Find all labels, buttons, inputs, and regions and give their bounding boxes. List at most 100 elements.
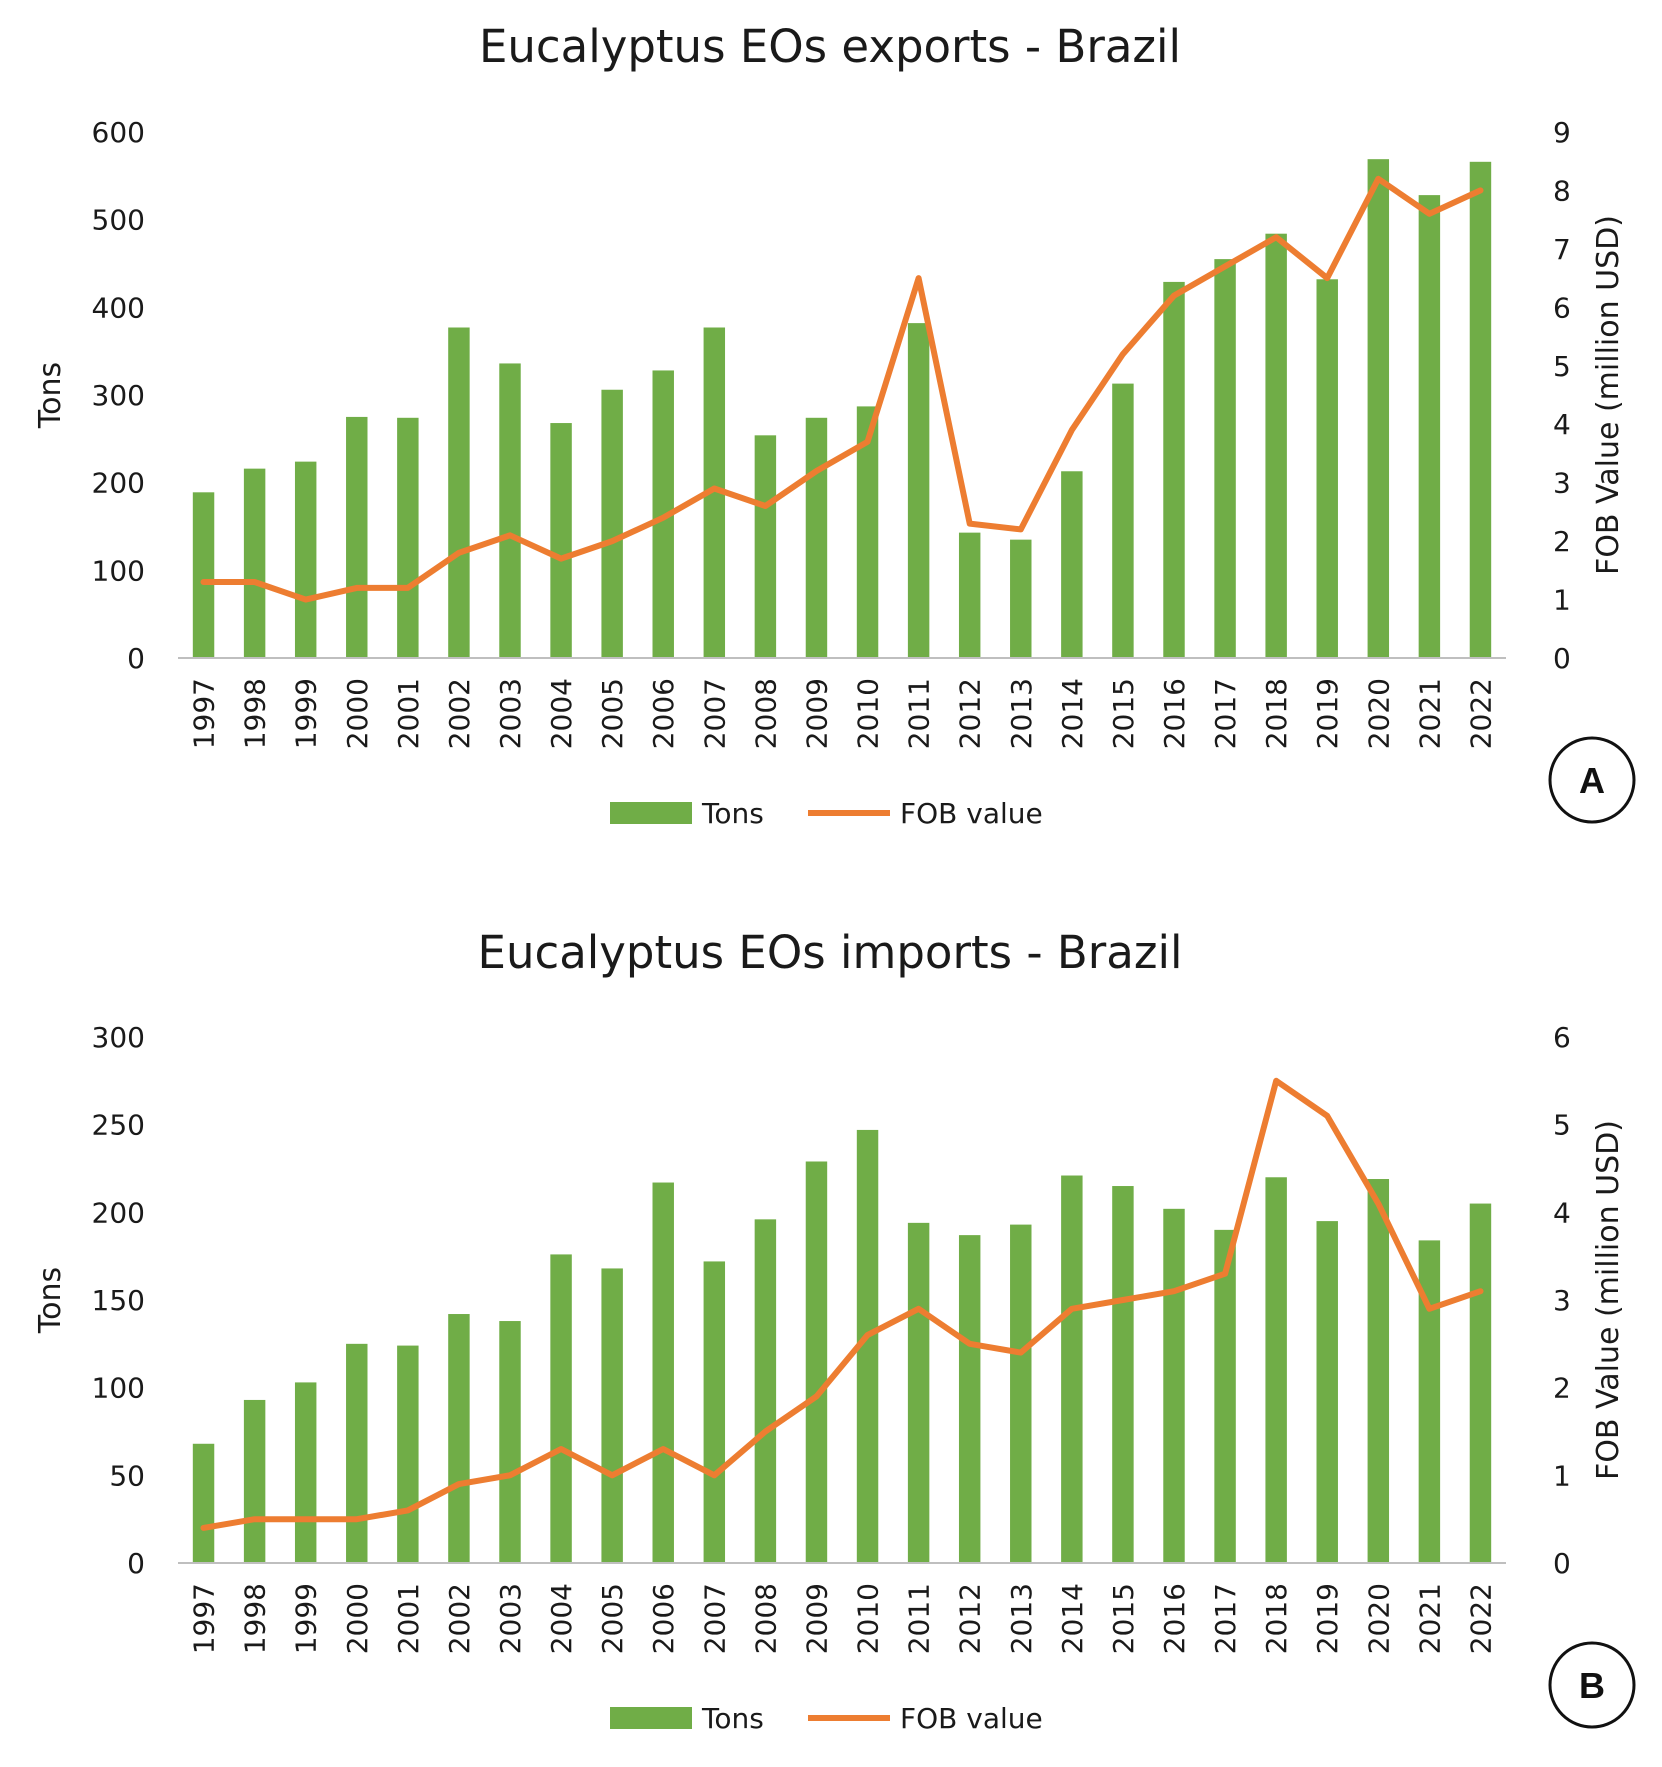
bar-1999 [294, 1382, 317, 1563]
y-tick-label: 150 [92, 1284, 145, 1317]
y-tick-label: 200 [92, 1196, 145, 1229]
bar-2010 [856, 1129, 879, 1563]
fob-value-line [200, 1077, 1484, 1531]
y2-tick-label: 1 [1553, 584, 1571, 617]
x-tick-label: 2010 [852, 1583, 885, 1654]
x-tick-label: 2008 [749, 1583, 782, 1654]
bar-1997 [192, 492, 215, 658]
panel-label: A [1579, 760, 1605, 801]
bar-1998 [243, 468, 266, 658]
bar-2018 [1265, 1177, 1287, 1563]
y2-tick-label: 6 [1553, 291, 1571, 324]
x-tick-label: 2012 [954, 1583, 987, 1654]
y2-tick-label: 0 [1553, 642, 1571, 675]
exports-chart: Eucalyptus EOs exports - Brazil010020030… [33, 20, 1636, 830]
bar-2012 [958, 532, 981, 658]
x-tick-label: 1998 [239, 678, 272, 749]
bar-1998 [243, 1399, 266, 1563]
x-tick-label: 2007 [698, 1583, 731, 1654]
y2-tick-label: 8 [1553, 174, 1571, 207]
bar-2002 [448, 1314, 470, 1563]
x-tick-label: 2008 [749, 678, 782, 749]
bar-2021 [1418, 1240, 1441, 1563]
bar-2017 [1214, 259, 1236, 658]
y2-tick-label: 9 [1553, 116, 1571, 149]
bar-2016 [1163, 1208, 1185, 1563]
bar-2013 [1010, 1224, 1032, 1563]
bar-1997 [192, 1443, 215, 1563]
x-tick-label: 2005 [596, 1583, 629, 1654]
y-axis-label: Tons [33, 362, 68, 429]
legend: Tons FOB value [610, 797, 1043, 830]
y-tick-label: 0 [127, 1547, 145, 1580]
x-tick-label: 2021 [1413, 1583, 1446, 1654]
x-tick-label: 2000 [341, 678, 374, 749]
fob-value-line [200, 175, 1484, 603]
bar-2009 [805, 417, 828, 658]
x-tick-label: 2005 [596, 678, 629, 749]
x-tick-label: 2003 [494, 1583, 527, 1654]
y2-tick-label: 5 [1553, 1109, 1571, 1142]
y2-tick-label: 1 [1553, 1459, 1571, 1492]
bar-2015 [1112, 1186, 1134, 1563]
x-tick-label: 2017 [1209, 1583, 1242, 1654]
bar-2022 [1469, 1203, 1492, 1563]
bar-2014 [1061, 1175, 1083, 1563]
legend-label-fob-value: FOB value [900, 797, 1043, 830]
legend-label-fob-value: FOB value [900, 1702, 1043, 1735]
y-tick-label: 100 [92, 1372, 145, 1405]
y2-tick-label: 3 [1553, 467, 1571, 500]
imports-chart: Eucalyptus EOs imports - Brazil050100150… [33, 926, 1636, 1735]
y-tick-label: 300 [92, 379, 145, 412]
chart-title: Eucalyptus EOs imports - Brazil [478, 926, 1183, 979]
y2-tick-label: 5 [1553, 350, 1571, 383]
y2-tick-label: 2 [1553, 525, 1571, 558]
x-tick-label: 2009 [800, 678, 833, 749]
y-tick-label: 200 [92, 467, 145, 500]
bar-2001 [397, 417, 419, 658]
y-tick-label: 0 [127, 642, 145, 675]
y-tick-label: 50 [109, 1459, 145, 1492]
x-tick-label: 2021 [1413, 678, 1446, 749]
bar-2013 [1010, 539, 1032, 658]
x-tick-label: 2014 [1056, 1583, 1089, 1654]
bar-2004 [550, 1254, 572, 1563]
legend: Tons FOB value [610, 1702, 1043, 1735]
y-tick-label: 400 [92, 291, 145, 324]
x-tick-label: 2015 [1107, 1583, 1140, 1654]
y2-axis-label: FOB Value (million USD) [1591, 1120, 1626, 1480]
y-tick-label: 250 [92, 1109, 145, 1142]
y2-tick-label: 4 [1553, 1196, 1571, 1229]
panel-badge [1548, 1641, 1636, 1729]
chart-title: Eucalyptus EOs exports - Brazil [479, 20, 1181, 73]
legend-swatch-tons [610, 802, 692, 824]
y2-tick-label: 6 [1553, 1021, 1571, 1054]
x-tick-label: 2017 [1209, 678, 1242, 749]
bar-2003 [499, 363, 521, 658]
bar-2010 [856, 406, 879, 658]
x-tick-label: 2016 [1158, 1583, 1191, 1654]
x-tick-label: 1997 [188, 678, 221, 749]
bar-2002 [448, 327, 470, 658]
bar-2017 [1214, 1229, 1236, 1563]
x-tick-label: 1999 [290, 678, 323, 749]
bar-2008 [754, 435, 777, 658]
legend-swatch-tons [610, 1707, 692, 1729]
x-tick-label: 2015 [1107, 678, 1140, 749]
bar-2005 [601, 389, 623, 658]
y2-tick-label: 0 [1553, 1547, 1571, 1580]
x-tick-label: 2001 [392, 1583, 425, 1654]
x-tick-label: 2013 [1005, 678, 1038, 749]
y2-axis-label: FOB Value (million USD) [1591, 215, 1626, 575]
x-tick-label: 2022 [1464, 1583, 1497, 1654]
bar-2015 [1112, 383, 1134, 658]
bar-2000 [346, 1343, 368, 1563]
x-tick-label: 2007 [698, 678, 731, 749]
x-tick-label: 2020 [1362, 678, 1395, 749]
bar-2008 [754, 1219, 777, 1563]
bar-2016 [1163, 281, 1185, 658]
x-tick-label: 2006 [647, 1583, 680, 1654]
x-tick-label: 2010 [852, 678, 885, 749]
bar-2011 [907, 323, 930, 658]
x-tick-label: 2019 [1311, 678, 1344, 749]
